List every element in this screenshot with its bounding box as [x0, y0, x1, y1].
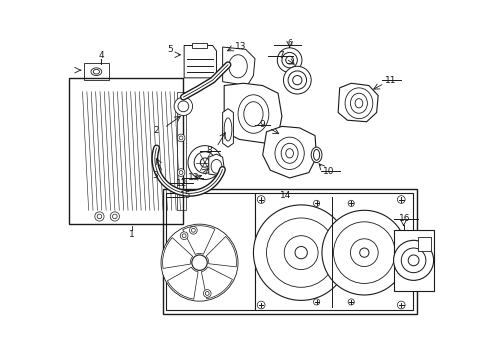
- Circle shape: [257, 195, 265, 203]
- Circle shape: [192, 255, 207, 270]
- Bar: [177, 92, 187, 210]
- Text: 11: 11: [385, 76, 396, 85]
- Circle shape: [179, 101, 183, 105]
- Circle shape: [348, 200, 354, 206]
- Circle shape: [314, 200, 319, 206]
- Circle shape: [397, 195, 405, 203]
- Circle shape: [161, 224, 238, 301]
- Polygon shape: [222, 109, 233, 147]
- Circle shape: [253, 205, 349, 300]
- Circle shape: [203, 289, 211, 297]
- Ellipse shape: [311, 147, 322, 163]
- Circle shape: [397, 301, 405, 309]
- Text: 10: 10: [323, 167, 335, 176]
- Polygon shape: [184, 45, 217, 78]
- Circle shape: [174, 97, 193, 116]
- Circle shape: [180, 232, 188, 239]
- Text: 7: 7: [278, 51, 284, 60]
- Polygon shape: [224, 83, 282, 143]
- Circle shape: [95, 212, 104, 221]
- Text: 16: 16: [399, 214, 411, 223]
- Bar: [84, 63, 109, 80]
- Bar: [192, 43, 207, 48]
- Text: 2: 2: [153, 126, 159, 135]
- Text: 12: 12: [176, 179, 188, 188]
- Circle shape: [110, 212, 120, 221]
- Polygon shape: [338, 83, 378, 122]
- Circle shape: [188, 145, 222, 180]
- Text: 13: 13: [188, 174, 199, 183]
- Text: 9: 9: [260, 120, 266, 129]
- Circle shape: [179, 171, 183, 175]
- Polygon shape: [263, 126, 317, 178]
- Bar: [69, 78, 183, 224]
- Text: 13: 13: [235, 42, 247, 51]
- Circle shape: [177, 169, 185, 176]
- Text: 3: 3: [152, 171, 158, 180]
- Bar: [393, 230, 434, 291]
- Circle shape: [314, 299, 319, 305]
- Text: 4: 4: [98, 51, 104, 60]
- Bar: [255, 193, 413, 310]
- Text: 1: 1: [129, 230, 135, 239]
- Circle shape: [177, 99, 185, 107]
- Circle shape: [257, 301, 265, 309]
- Polygon shape: [209, 154, 224, 176]
- Circle shape: [277, 48, 302, 72]
- Circle shape: [393, 240, 434, 280]
- Circle shape: [348, 299, 354, 305]
- Bar: [163, 189, 416, 314]
- Circle shape: [190, 226, 197, 234]
- Circle shape: [177, 134, 185, 142]
- Text: 14: 14: [280, 191, 292, 200]
- Bar: [167, 193, 255, 310]
- Text: 8: 8: [206, 147, 212, 156]
- Circle shape: [179, 136, 183, 140]
- Text: 15: 15: [180, 191, 192, 200]
- Circle shape: [283, 66, 311, 94]
- Circle shape: [322, 210, 407, 295]
- Text: 5: 5: [168, 45, 173, 54]
- Bar: [418, 237, 431, 251]
- Text: 6: 6: [287, 39, 292, 48]
